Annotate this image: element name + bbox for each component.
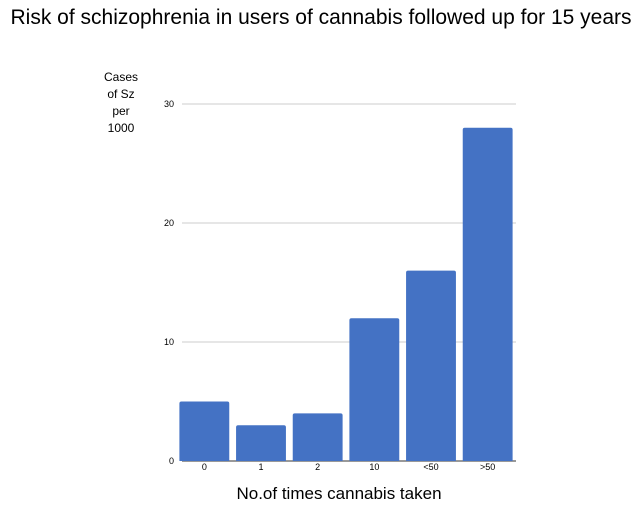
chart-title: Risk of schizophrenia in users of cannab… bbox=[10, 6, 632, 29]
bar bbox=[292, 413, 343, 461]
y-axis-label-line: per bbox=[112, 104, 130, 118]
bar bbox=[179, 401, 230, 461]
x-tick-label: 0 bbox=[202, 462, 207, 472]
bar bbox=[462, 127, 513, 462]
y-tick-label: 20 bbox=[164, 218, 174, 228]
x-tick-label: 1 bbox=[258, 462, 263, 472]
x-tick-label: 10 bbox=[369, 462, 379, 472]
y-tick-label: 0 bbox=[169, 456, 174, 466]
x-axis-label: No.of times cannabis taken bbox=[236, 484, 442, 503]
y-tick-label: 30 bbox=[164, 99, 174, 109]
x-tick-label: <50 bbox=[423, 462, 438, 472]
bar bbox=[406, 270, 456, 461]
y-axis-label-line: 1000 bbox=[107, 121, 135, 135]
tick-labels: 0 10 20 30 0 1 2 10 <50 >50 bbox=[164, 99, 495, 472]
y-axis-label-line: of Sz bbox=[107, 87, 135, 101]
x-tick-label: >50 bbox=[480, 462, 495, 472]
y-axis-label: Cases of Sz per 1000 bbox=[96, 69, 146, 137]
bars bbox=[179, 127, 513, 462]
y-axis-label-line: Cases bbox=[103, 70, 138, 84]
bar bbox=[349, 318, 400, 461]
y-tick-label: 10 bbox=[164, 337, 174, 347]
x-tick-label: 2 bbox=[315, 462, 320, 472]
bar bbox=[236, 425, 286, 461]
